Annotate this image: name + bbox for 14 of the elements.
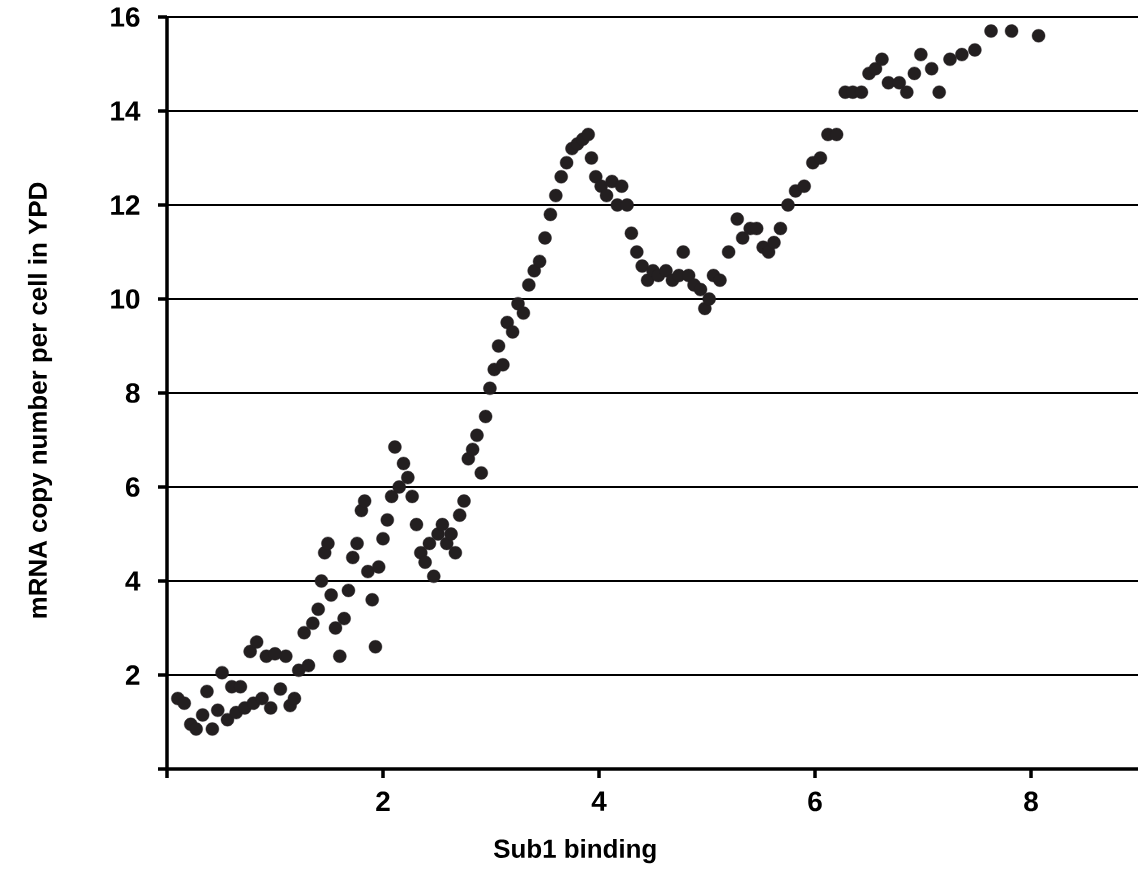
y-tick-label: 2 bbox=[125, 665, 140, 685]
x-tick-label: 8 bbox=[1024, 791, 1038, 812]
y-tick-label: 8 bbox=[125, 383, 140, 403]
y-tick-label: 10 bbox=[111, 289, 140, 309]
x-tick-label: 2 bbox=[376, 791, 390, 811]
x-tick-label: 4 bbox=[591, 791, 607, 811]
x-tick-label: 6 bbox=[808, 791, 822, 812]
y-tick-label: 12 bbox=[111, 195, 140, 215]
y-tick-label: 14 bbox=[111, 101, 141, 121]
y-tick-label: 6 bbox=[125, 477, 140, 497]
x-axis-title: Sub1 binding bbox=[493, 838, 656, 864]
y-tick-label: 4 bbox=[125, 571, 141, 591]
y-axis-title: mRNA copy number per cell in YPD bbox=[27, 182, 53, 618]
y-tick-label: 16 bbox=[111, 7, 140, 27]
